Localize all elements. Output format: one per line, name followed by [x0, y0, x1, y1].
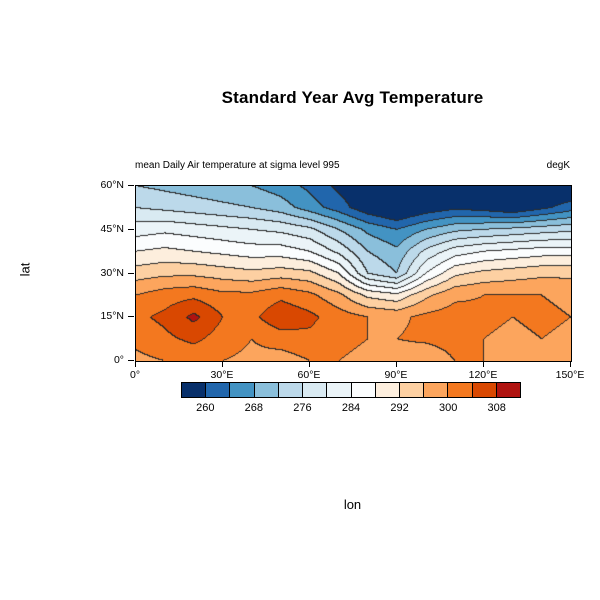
- y-tick-label: 60°N: [100, 179, 124, 191]
- x-tick-label: 0°: [129, 369, 141, 381]
- y-tick-mark: [128, 316, 134, 318]
- y-tick-mark: [128, 228, 134, 230]
- chart-title: Standard Year Avg Temperature: [221, 88, 484, 107]
- colorbar-cell: [374, 382, 400, 398]
- y-tick-mark: [128, 360, 134, 361]
- subtitle-left: mean Daily Air temperature at sigma leve…: [135, 160, 340, 171]
- colorbar-tick-label: 284: [341, 402, 361, 414]
- x-tick-mark: [309, 361, 310, 367]
- colorbar-tick-label: 276: [293, 402, 312, 414]
- colorbar-cell: [423, 382, 449, 398]
- x-tick-label: 60°E: [297, 369, 321, 381]
- y-tick-mark: [128, 272, 134, 274]
- x-tick-mark: [396, 361, 397, 367]
- colorbar-cell: [302, 382, 328, 398]
- y-axis-label: lat: [17, 262, 33, 277]
- colorbar-cell: [205, 382, 231, 398]
- colorbar-cell: [350, 382, 376, 398]
- y-tick-mark: [128, 185, 134, 186]
- subtitle-right-units: degK: [546, 160, 570, 171]
- colorbar-tick-label: 300: [438, 402, 458, 414]
- contour-map-canvas: [136, 186, 571, 361]
- colorbar-cell: [253, 382, 279, 398]
- colorbar-tick-label: 260: [196, 402, 215, 414]
- colorbar-tick-label: 268: [244, 402, 264, 414]
- map-plot-area: [135, 185, 572, 362]
- colorbar-cell: [229, 382, 255, 398]
- colorbar-cell: [447, 382, 473, 398]
- x-tick-mark: [570, 361, 571, 367]
- colorbar-cell: [326, 382, 352, 398]
- colorbar-tick-label: 292: [390, 402, 409, 414]
- x-tick-label: 150°E: [555, 369, 585, 381]
- y-tick-label: 15°N: [100, 310, 124, 323]
- x-tick-label: 90°E: [384, 369, 408, 381]
- x-tick-label: 30°E: [210, 369, 234, 381]
- y-tick-label: 30°N: [100, 266, 124, 279]
- colorbar-cell: [181, 382, 207, 398]
- x-tick-mark: [135, 361, 136, 367]
- x-tick-mark: [483, 361, 484, 367]
- colorbar-cell: [495, 382, 522, 398]
- x-axis-label: lon: [343, 497, 362, 512]
- x-tick-label: 120°E: [468, 369, 498, 381]
- colorbar-cell: [277, 382, 304, 398]
- colorbar-cell: [398, 382, 425, 398]
- colorbar-cell: [471, 382, 497, 398]
- colorbar-tick-label: 308: [487, 402, 506, 414]
- colorbar: [181, 382, 522, 398]
- x-tick-mark: [222, 361, 223, 367]
- y-tick-label: 45°N: [100, 222, 124, 235]
- y-tick-label: 0°: [113, 354, 124, 366]
